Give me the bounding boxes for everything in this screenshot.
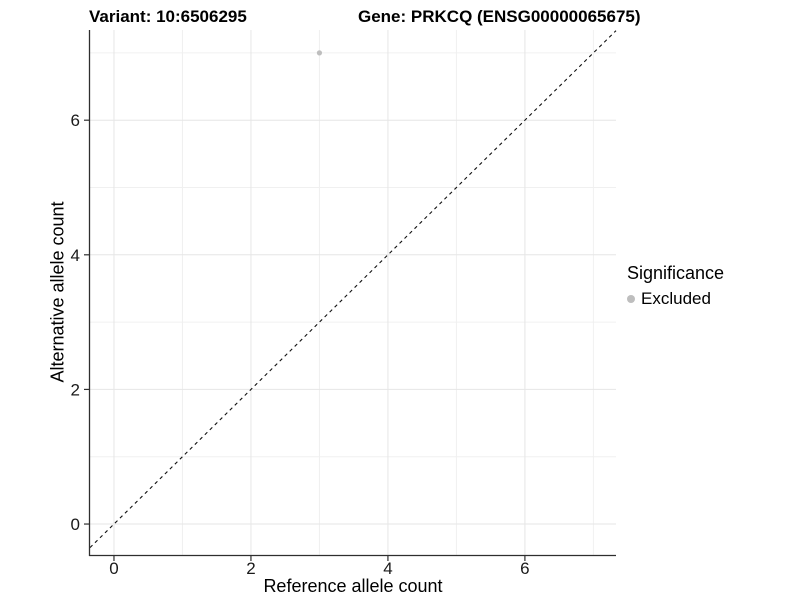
x-tick-label: 6 (520, 559, 529, 578)
y-axis-title: Alternative allele count (47, 201, 68, 383)
legend-title: Significance (627, 263, 725, 283)
legend-entry-excluded: Excluded (627, 289, 724, 309)
y-tick-label: 4 (71, 246, 80, 265)
y-tick-label: 0 (71, 515, 80, 534)
legend-entry-label: Excluded (641, 289, 711, 308)
y-tick-label: 6 (71, 111, 80, 130)
plot-title-variant: Variant: 10:6506295 (89, 7, 247, 26)
x-tick-label: 0 (109, 559, 118, 578)
x-tick-label: 4 (383, 559, 392, 578)
plot-title-gene: Gene: PRKCQ (ENSG00000065675) (358, 7, 641, 26)
x-tick-label: 2 (246, 559, 255, 578)
identity-reference-line (89, 30, 617, 548)
y-tick-label: 2 (71, 380, 80, 399)
legend: Significance Excluded (627, 263, 724, 309)
legend-point-icon (627, 295, 635, 303)
x-axis-title: Reference allele count (263, 576, 443, 596)
data-point-excluded (316, 50, 323, 56)
